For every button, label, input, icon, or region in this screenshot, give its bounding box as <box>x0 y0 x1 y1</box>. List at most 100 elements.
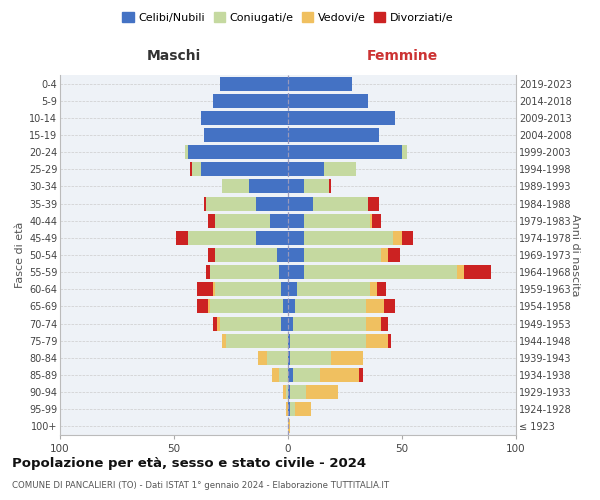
Bar <box>286 402 288 416</box>
Legend: Celibi/Nubili, Coniugati/e, Vedovi/e, Divorziati/e: Celibi/Nubili, Coniugati/e, Vedovi/e, Di… <box>118 8 458 28</box>
Bar <box>185 145 188 159</box>
Bar <box>206 196 256 210</box>
Bar <box>288 111 395 125</box>
Bar <box>304 265 457 279</box>
Bar <box>288 145 402 159</box>
Bar <box>190 162 192 176</box>
Bar <box>206 265 211 279</box>
Bar <box>293 316 365 330</box>
Bar <box>249 180 288 194</box>
Bar <box>211 265 279 279</box>
Bar <box>215 214 270 228</box>
Bar <box>402 145 407 159</box>
Bar <box>373 214 382 228</box>
Bar <box>288 265 304 279</box>
Bar <box>268 351 288 365</box>
Bar <box>270 214 288 228</box>
Bar <box>220 316 281 330</box>
Bar <box>393 231 402 245</box>
Bar <box>202 111 288 125</box>
Bar <box>288 282 297 296</box>
Bar <box>359 368 363 382</box>
Bar <box>288 368 293 382</box>
Text: Popolazione per età, sesso e stato civile - 2024: Popolazione per età, sesso e stato civil… <box>12 458 366 470</box>
Bar <box>288 196 313 210</box>
Text: Maschi: Maschi <box>147 49 201 63</box>
Bar <box>256 196 288 210</box>
Bar <box>365 300 384 314</box>
Bar <box>290 334 365 347</box>
Bar <box>304 231 393 245</box>
Bar <box>215 248 277 262</box>
Bar <box>188 145 288 159</box>
Y-axis label: Anni di nascita: Anni di nascita <box>570 214 580 296</box>
Bar <box>288 76 352 90</box>
Bar <box>388 248 400 262</box>
Bar <box>325 162 356 176</box>
Bar <box>304 214 370 228</box>
Bar <box>382 316 388 330</box>
Bar <box>365 316 382 330</box>
Bar <box>288 94 368 108</box>
Bar <box>288 402 290 416</box>
Bar <box>281 282 288 296</box>
Bar <box>259 351 268 365</box>
Y-axis label: Fasce di età: Fasce di età <box>14 222 25 288</box>
Bar <box>329 180 331 194</box>
Bar <box>304 248 382 262</box>
Bar <box>279 368 288 382</box>
Text: Femmine: Femmine <box>367 49 437 63</box>
Bar <box>370 282 377 296</box>
Bar <box>288 128 379 142</box>
Bar <box>365 334 388 347</box>
Text: COMUNE DI PANCALIERI (TO) - Dati ISTAT 1° gennaio 2024 - Elaborazione TUTTITALIA: COMUNE DI PANCALIERI (TO) - Dati ISTAT 1… <box>12 481 389 490</box>
Bar <box>222 180 249 194</box>
Bar <box>197 282 213 296</box>
Bar <box>290 402 295 416</box>
Bar <box>203 128 288 142</box>
Bar <box>211 300 283 314</box>
Bar <box>297 282 370 296</box>
Bar <box>176 231 188 245</box>
Bar <box>295 402 311 416</box>
Bar <box>290 385 306 399</box>
Bar <box>288 231 304 245</box>
Bar <box>202 162 288 176</box>
Bar <box>222 334 226 347</box>
Bar <box>277 248 288 262</box>
Bar <box>293 368 320 382</box>
Bar <box>208 300 211 314</box>
Bar <box>288 316 293 330</box>
Bar <box>388 334 391 347</box>
Bar <box>213 94 288 108</box>
Bar <box>331 351 363 365</box>
Bar <box>256 231 288 245</box>
Bar <box>304 180 329 194</box>
Bar <box>288 162 325 176</box>
Bar <box>197 300 208 314</box>
Bar <box>288 351 290 365</box>
Bar <box>464 265 491 279</box>
Bar <box>283 385 286 399</box>
Bar <box>377 282 386 296</box>
Bar <box>457 265 464 279</box>
Bar <box>288 385 290 399</box>
Bar <box>320 368 359 382</box>
Bar <box>188 231 256 245</box>
Bar <box>382 248 388 262</box>
Bar <box>290 351 331 365</box>
Bar <box>203 196 206 210</box>
Bar <box>192 162 202 176</box>
Bar <box>226 334 288 347</box>
Bar <box>368 196 379 210</box>
Bar <box>208 214 215 228</box>
Bar <box>384 300 395 314</box>
Bar <box>288 420 290 434</box>
Bar <box>295 300 365 314</box>
Bar <box>288 300 295 314</box>
Bar <box>272 368 279 382</box>
Bar <box>215 282 281 296</box>
Bar <box>306 385 338 399</box>
Bar <box>370 214 373 228</box>
Bar <box>313 196 368 210</box>
